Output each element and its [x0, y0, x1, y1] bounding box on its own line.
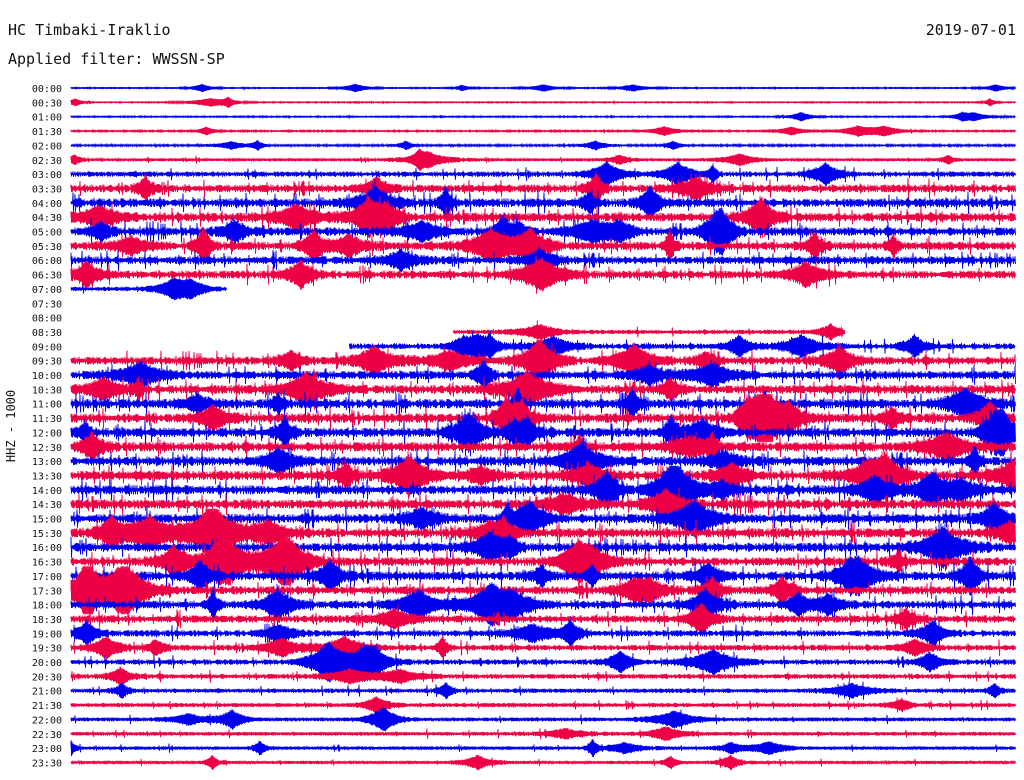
row-label: 18:30: [32, 615, 62, 626]
trace-2330: [70, 754, 1016, 771]
row-label: 22:00: [32, 715, 62, 726]
row-label: 19:00: [32, 629, 62, 640]
row-label: 11:00: [32, 400, 62, 411]
trace-2030: [70, 666, 1016, 686]
trace-0700: [70, 277, 227, 301]
row-label: 02:30: [32, 156, 62, 167]
filter-label: Applied filter: WWSSN-SP: [8, 50, 225, 68]
trace-2300: [70, 739, 1016, 758]
row-label: 05:30: [32, 242, 62, 253]
trace-0600: [70, 245, 1016, 275]
trace-2000: [70, 641, 1016, 683]
trace-1730: [70, 566, 1016, 615]
trace-0330: [70, 170, 1016, 206]
row-label: 14:00: [32, 486, 62, 497]
trace-2100: [70, 681, 1016, 701]
row-label: 17:30: [32, 586, 62, 597]
trace-1000: [70, 359, 1016, 391]
row-label: 00:30: [32, 98, 62, 109]
row-label: 10:00: [32, 371, 62, 382]
trace-1830: [70, 602, 1016, 635]
trace-1800: [70, 582, 1016, 627]
row-labels: 00:00 00:30 01:00 01:30 02:00 02:30 03:00 03:30…: [32, 84, 62, 769]
trace-0400: [70, 179, 1016, 227]
trace-1300: [70, 437, 1016, 486]
trace-1130: [70, 394, 1016, 443]
trace-1900: [70, 616, 1016, 651]
row-label: 03:00: [32, 170, 62, 181]
trace-0630: [70, 255, 1016, 294]
row-label: 23:00: [32, 744, 62, 755]
row-label: 00:00: [32, 84, 62, 95]
trace-1200: [70, 408, 1016, 457]
row-label: 20:30: [32, 672, 62, 683]
row-label: 05:00: [32, 228, 62, 239]
trace-1030: [70, 368, 1016, 410]
trace-2200: [70, 707, 1016, 732]
row-label: 12:30: [32, 443, 62, 454]
row-label: 06:00: [32, 256, 62, 267]
row-label: 08:30: [32, 328, 62, 339]
date-label: 2019-07-01: [925, 21, 1016, 39]
row-label: 21:00: [32, 687, 62, 698]
row-label: 21:30: [32, 701, 62, 712]
row-label: 13:30: [32, 471, 62, 482]
row-label: 02:00: [32, 141, 62, 152]
row-label: 09:30: [32, 357, 62, 368]
row-label: 01:00: [32, 113, 62, 124]
row-label: 20:00: [32, 658, 62, 669]
trace-0300: [70, 158, 1016, 190]
row-label: 18:00: [32, 601, 62, 612]
row-label: 07:30: [32, 299, 62, 310]
row-label: 17:00: [32, 572, 62, 583]
row-label: 19:30: [32, 644, 62, 655]
trace-1930: [70, 632, 1016, 663]
row-label: 15:30: [32, 529, 62, 540]
row-label: 06:30: [32, 271, 62, 282]
trace-1530: [70, 508, 1016, 557]
row-label: 15:00: [32, 515, 62, 526]
row-label: 22:30: [32, 730, 62, 741]
trace-1100: [70, 387, 1016, 421]
trace-0500: [70, 207, 1016, 256]
trace-0530: [70, 225, 1016, 267]
trace-1330: [70, 451, 1016, 500]
station-title: HC Timbaki-Iraklio: [8, 21, 171, 39]
row-label: 03:30: [32, 184, 62, 195]
traces: [70, 83, 1016, 771]
row-label: 09:00: [32, 342, 62, 353]
y-axis-label: HHZ - 1000: [4, 390, 18, 462]
trace-1430: [70, 487, 1016, 522]
row-label: 04:30: [32, 213, 62, 224]
row-label: 10:30: [32, 385, 62, 396]
row-label: 12:00: [32, 428, 62, 439]
row-label: 07:00: [32, 285, 62, 296]
row-label: 11:30: [32, 414, 62, 425]
row-label: 08:00: [32, 314, 62, 325]
trace-1500: [70, 498, 1016, 539]
trace-0430: [70, 193, 1016, 241]
row-label: 04:00: [32, 199, 62, 210]
trace-1230: [70, 430, 1016, 464]
trace-0930: [70, 337, 1016, 384]
row-label: 16:00: [32, 543, 62, 554]
row-label: 01:30: [32, 127, 62, 138]
row-label: 16:30: [32, 558, 62, 569]
trace-0230: [70, 148, 1016, 171]
trace-1700: [70, 555, 1016, 597]
row-label: 13:00: [32, 457, 62, 468]
row-label: 23:30: [32, 758, 62, 769]
trace-1400: [70, 465, 1016, 514]
row-label: 14:30: [32, 500, 62, 511]
